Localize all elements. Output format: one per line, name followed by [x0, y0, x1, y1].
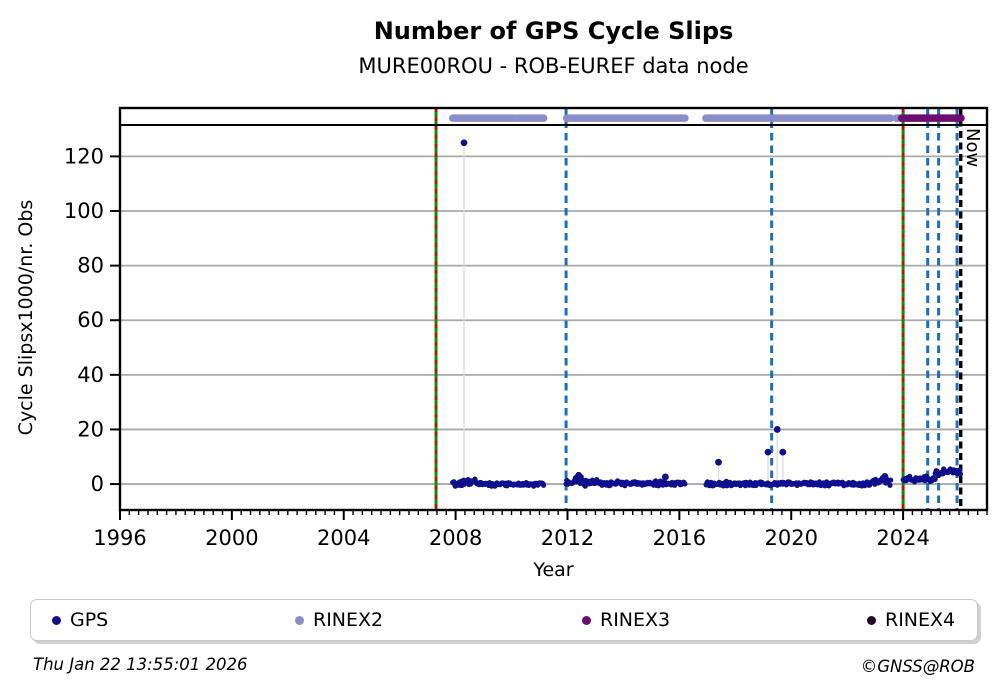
x-tick-label: 2004 — [317, 526, 370, 550]
rinex3-marker-icon — [582, 615, 591, 625]
y-tick-label: 40 — [77, 363, 104, 387]
legend-box — [30, 599, 978, 641]
gps-point — [541, 482, 547, 488]
gps-point — [932, 476, 938, 482]
plot-border — [118, 106, 989, 512]
gps-outlier-point — [661, 473, 669, 481]
legend-label-rinex2: RINEX2 — [313, 609, 384, 631]
y-tick-label: 60 — [77, 308, 104, 332]
gps-outlier-point — [460, 139, 468, 147]
gps-point — [887, 482, 893, 488]
x-tick-label: 2024 — [876, 526, 929, 550]
footer: Thu Jan 22 13:55:01 2026 ©GNSS@ROB — [0, 655, 1008, 685]
x-tick-label: 2016 — [653, 526, 706, 550]
x-tick-label: 2000 — [205, 526, 258, 550]
chart-subtitle: MURE00ROU - ROB-EUREF data node — [358, 54, 749, 78]
gps-point — [957, 467, 963, 473]
gps-point — [682, 481, 688, 487]
cycle-slips-chart: Now 1996 2000 2004 2008 2012 2016 2020 2024 0 20 40… — [15, 106, 989, 581]
gps-outlier-point — [764, 448, 772, 456]
y-tick-label: 100 — [64, 199, 104, 223]
chart-title: Number of GPS Cycle Slips — [373, 17, 734, 45]
x-tick-label: 1996 — [93, 526, 146, 550]
now-label: Now — [962, 128, 983, 167]
chart-header: Number of GPS Cycle Slips MURE00ROU - RO… — [120, 0, 987, 78]
gps-outlier-point — [881, 473, 889, 480]
legend-item-gps: GPS — [52, 608, 108, 632]
rinex2-marker-icon — [295, 615, 304, 625]
y-tick-label: 120 — [64, 144, 104, 168]
gps-outlier-point — [715, 458, 722, 466]
rinex4-marker-icon — [867, 615, 876, 625]
y-tick-label: 0 — [91, 472, 104, 496]
gps-outlier-point — [779, 448, 787, 456]
gps-point — [957, 471, 964, 477]
y-tick-label: 80 — [77, 254, 104, 278]
credit-text: ©GNSS@ROB — [860, 657, 975, 676]
gps-marker-icon — [52, 615, 61, 625]
legend-label-rinex3: RINEX3 — [600, 609, 671, 631]
legend-item-rinex2: RINEX2 — [295, 608, 383, 632]
plot-timestamp: Thu Jan 22 13:55:01 2026 — [33, 655, 248, 674]
gps-outlier-point — [773, 426, 781, 433]
gps-point — [888, 477, 894, 483]
legend-label-rinex4: RINEX4 — [885, 609, 956, 631]
y-tick-label: 20 — [77, 417, 104, 441]
legend-label-gps: GPS — [70, 609, 109, 631]
x-tick-label: 2012 — [541, 526, 594, 550]
x-tick-label: 2008 — [429, 526, 482, 550]
x-tick-label: 2020 — [764, 526, 817, 550]
legend-item-rinex4: RINEX4 — [867, 608, 955, 632]
y-axis-label: Cycle Slipsx1000/nr. Obs — [15, 200, 37, 436]
gps-outlier-point — [575, 471, 583, 479]
x-axis-label: Year — [532, 559, 573, 581]
legend-item-rinex3: RINEX3 — [582, 608, 670, 632]
